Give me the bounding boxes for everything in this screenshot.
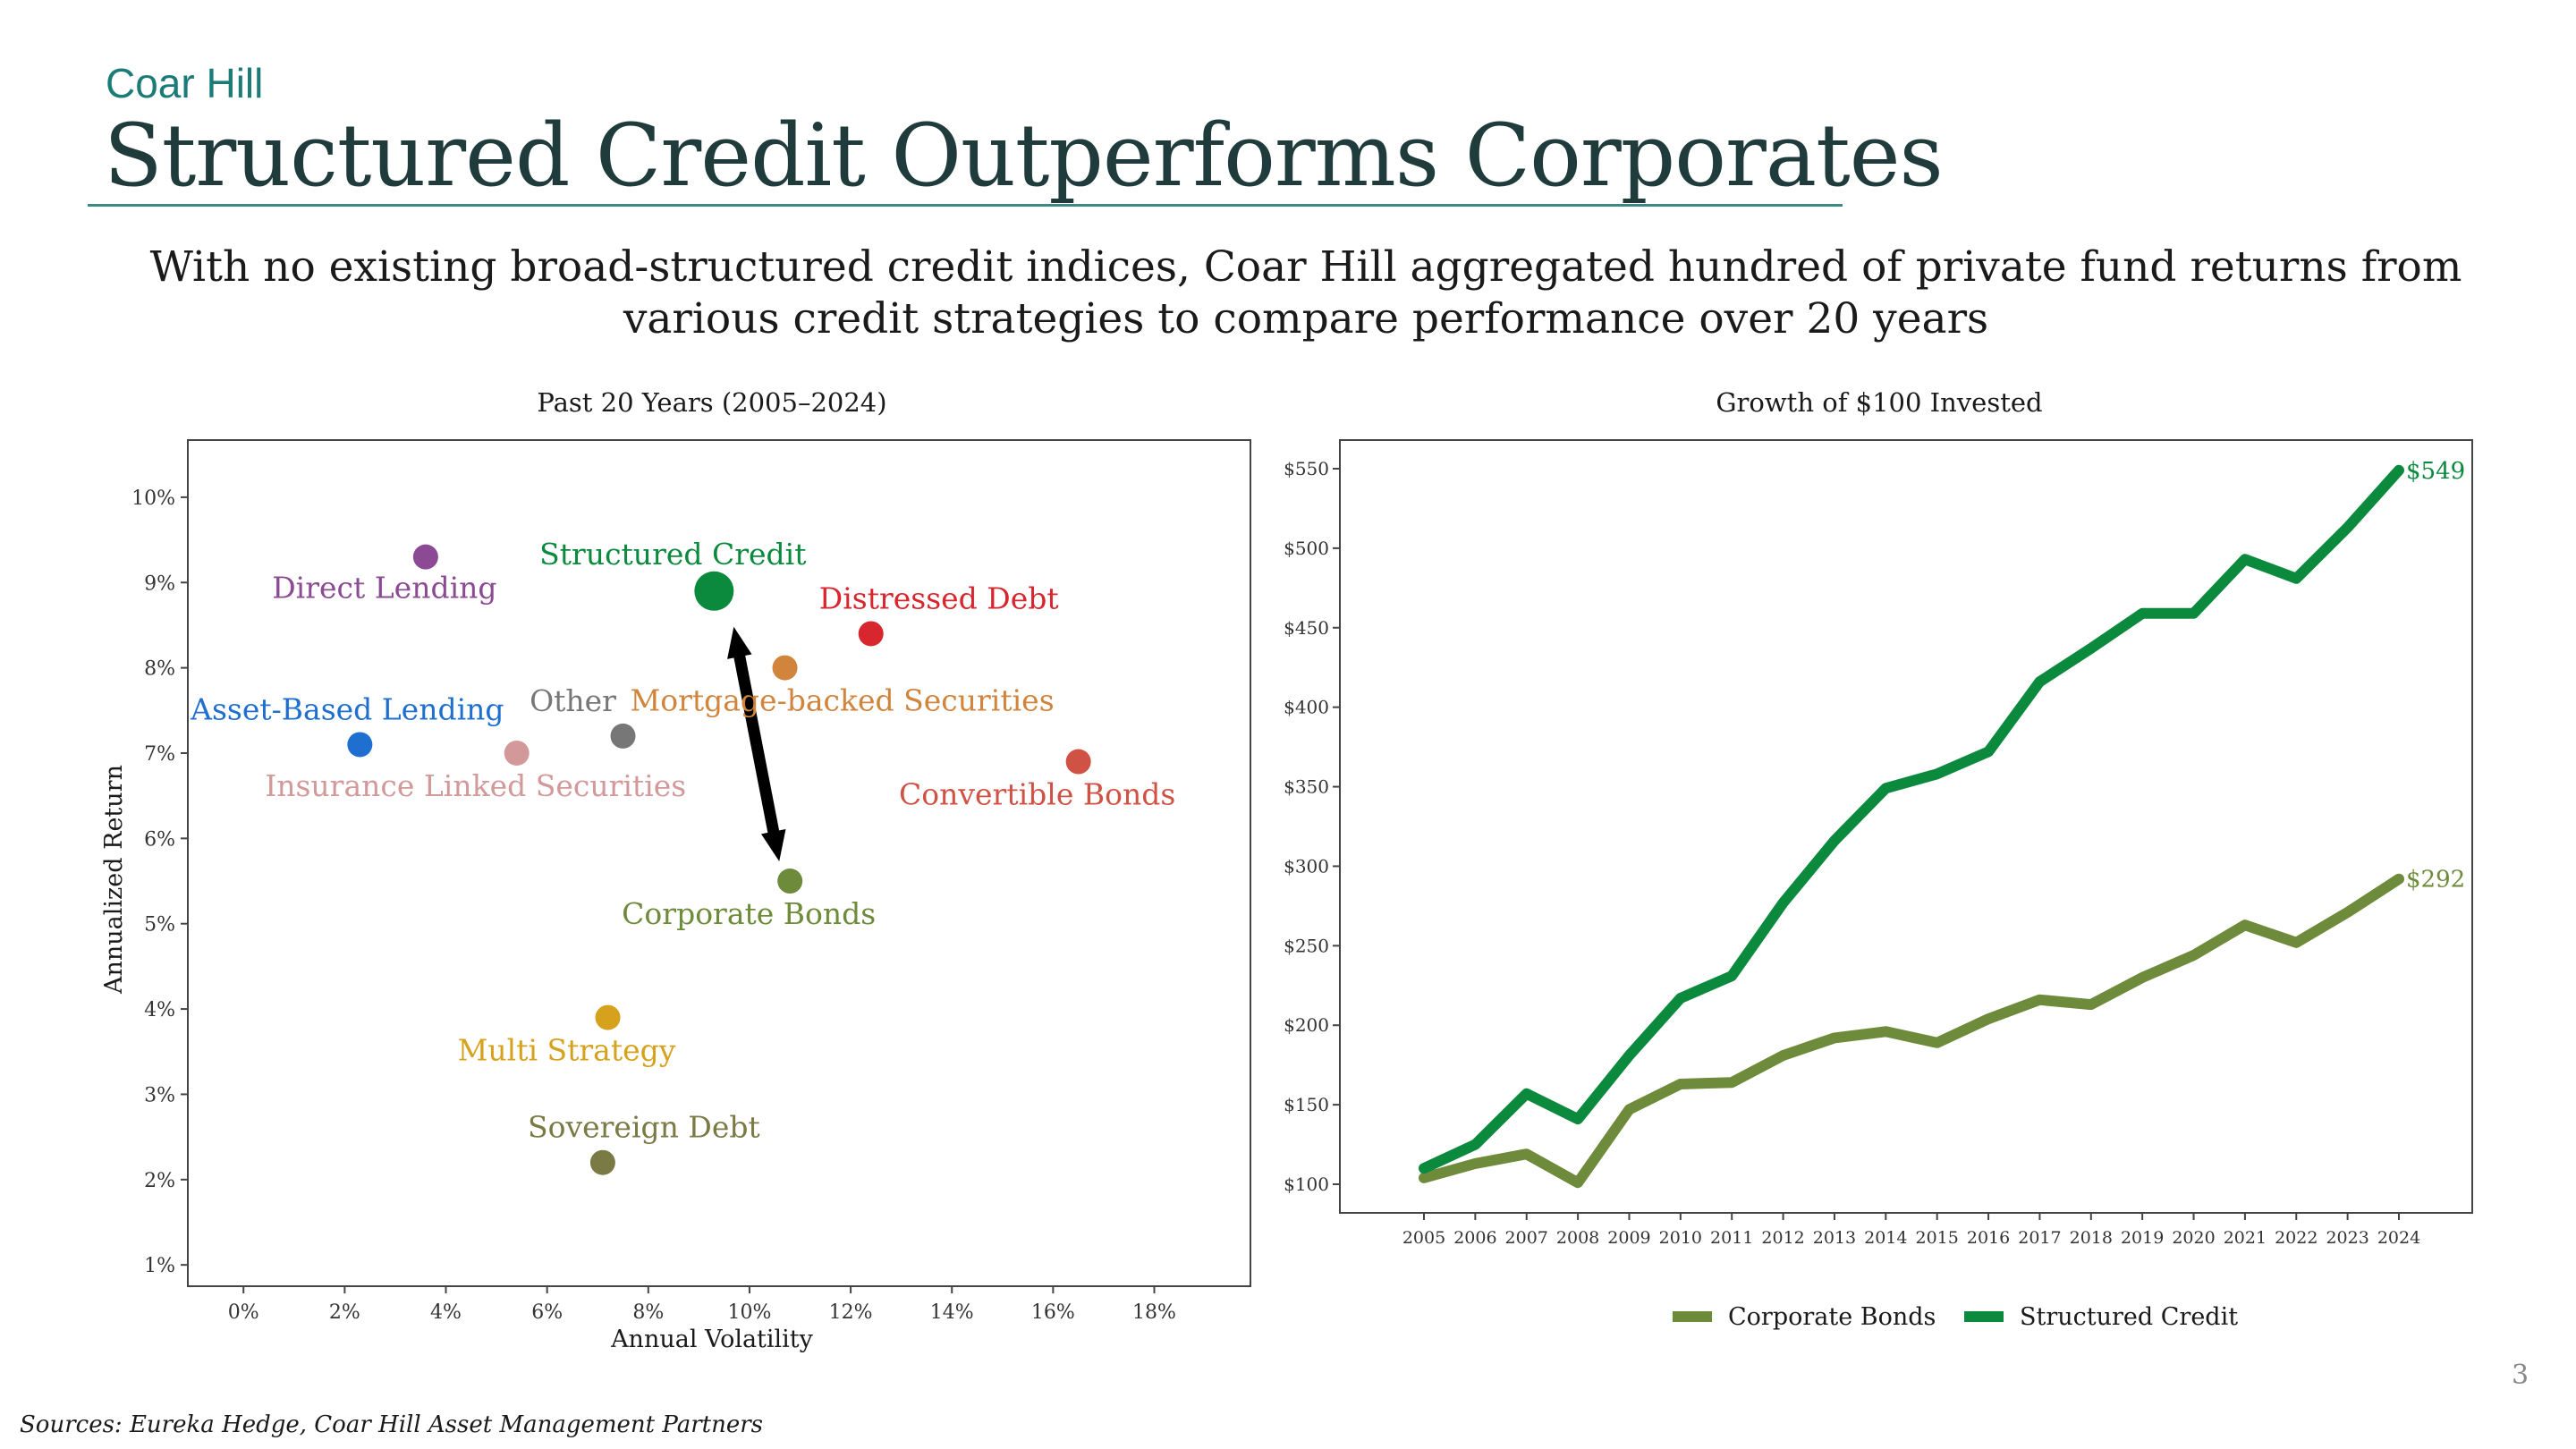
x-tick-label: 2020 bbox=[2172, 1228, 2215, 1248]
point-direct-lending bbox=[412, 544, 438, 570]
y-tick-label: 3% bbox=[144, 1084, 175, 1106]
y-tick-label: $500 bbox=[1284, 538, 1329, 559]
point-mortgage-backed-securities bbox=[772, 655, 798, 681]
y-tick-label: 9% bbox=[144, 572, 175, 595]
label-distressed-debt: Distressed Debt bbox=[819, 580, 1059, 615]
x-tick-label: 2024 bbox=[2377, 1228, 2420, 1248]
x-tick-label: 14% bbox=[930, 1301, 974, 1324]
x-tick-label: 4% bbox=[430, 1301, 462, 1324]
x-tick-label: 2009 bbox=[1607, 1228, 1650, 1248]
y-tick-label: 7% bbox=[144, 743, 175, 766]
label-mortgage-backed-securities: Mortgage-backed Securities bbox=[630, 683, 1054, 718]
label-asset-based-lending: Asset-Based Lending bbox=[190, 691, 504, 726]
end-label-corporate-bonds: $292 bbox=[2406, 867, 2465, 894]
x-axis-label: Annual Volatility bbox=[610, 1326, 814, 1353]
growth-line-chart: Growth of $100 Invested $100 $150 $200 $250 $… bbox=[1284, 387, 2473, 1331]
x-tick-label: 2022 bbox=[2275, 1228, 2318, 1248]
series-line-structured-credit bbox=[1419, 464, 2404, 1174]
x-tick-label: 2021 bbox=[2224, 1228, 2267, 1248]
legend-label-structured-credit: Structured Credit bbox=[2020, 1303, 2238, 1331]
x-tick-label: 2015 bbox=[1916, 1228, 1959, 1248]
y-tick-label: 2% bbox=[144, 1170, 175, 1192]
x-tick-label: 2010 bbox=[1659, 1228, 1702, 1248]
x-tick-label: 2% bbox=[329, 1301, 360, 1324]
page-number: 3 bbox=[2512, 1360, 2529, 1391]
x-tick-label: 2012 bbox=[1761, 1228, 1804, 1248]
y-tick-label: $400 bbox=[1284, 697, 1329, 718]
point-convertible-bonds bbox=[1065, 749, 1091, 775]
x-tick-label: 0% bbox=[228, 1301, 259, 1324]
x-tick-label: 2013 bbox=[1813, 1228, 1856, 1248]
series-line-corporate-bonds bbox=[1419, 873, 2404, 1189]
x-tick-label: 2018 bbox=[2070, 1228, 2113, 1248]
y-tick-label: 8% bbox=[144, 658, 175, 681]
title-divider bbox=[88, 204, 1843, 207]
y-tick-label: 5% bbox=[144, 914, 175, 936]
label-other: Other bbox=[530, 683, 616, 718]
y-tick-label: 10% bbox=[131, 487, 175, 510]
x-tick-label: 2016 bbox=[1967, 1228, 2010, 1248]
label-structured-credit: Structured Credit bbox=[539, 537, 806, 572]
label-insurance-linked-securities: Insurance Linked Securities bbox=[265, 768, 686, 803]
y-tick-label: $200 bbox=[1284, 1014, 1329, 1036]
line-chart-title: Growth of $100 Invested bbox=[1716, 387, 2042, 418]
x-tick-label: 8% bbox=[632, 1301, 664, 1324]
comparison-arrow-head-up bbox=[727, 626, 752, 659]
y-tick-label: 6% bbox=[144, 828, 175, 851]
y-tick-label: $150 bbox=[1284, 1094, 1329, 1115]
slide-subtitle: With no existing broad-structured credit… bbox=[149, 242, 2462, 343]
y-tick-label: 1% bbox=[144, 1255, 175, 1277]
label-convertible-bonds: Convertible Bonds bbox=[899, 777, 1175, 812]
y-tick-label: 4% bbox=[144, 999, 175, 1021]
x-tick-label: 2008 bbox=[1556, 1228, 1599, 1248]
y-tick-label: $550 bbox=[1284, 458, 1329, 479]
end-label-structured-credit: $549 bbox=[2406, 458, 2465, 485]
x-tick-label: 10% bbox=[727, 1301, 771, 1324]
x-tick-label: 2023 bbox=[2326, 1228, 2368, 1248]
y-tick-label: $300 bbox=[1284, 855, 1329, 877]
x-tick-label: 12% bbox=[829, 1301, 873, 1324]
y-tick-label: $100 bbox=[1284, 1174, 1329, 1195]
point-distressed-debt bbox=[858, 621, 884, 647]
point-corporate-bonds bbox=[777, 869, 803, 894]
comparison-arrow-head-down bbox=[760, 828, 786, 862]
y-tick-label: $350 bbox=[1284, 776, 1329, 798]
point-insurance-linked-securities bbox=[504, 740, 530, 766]
label-sovereign-debt: Sovereign Debt bbox=[528, 1110, 760, 1145]
x-tick-label: 2007 bbox=[1505, 1228, 1548, 1248]
x-tick-label: 2011 bbox=[1710, 1228, 1753, 1248]
legend-label-corporate-bonds: Corporate Bonds bbox=[1728, 1303, 1936, 1331]
point-sovereign-debt bbox=[589, 1149, 615, 1175]
point-other bbox=[610, 723, 636, 749]
scatter-plot-frame bbox=[187, 439, 1251, 1287]
x-tick-label: 2005 bbox=[1402, 1228, 1445, 1248]
x-tick-label: 2006 bbox=[1453, 1228, 1496, 1248]
scatter-chart: Past 20 Years (2005–2024) 1% 2% 3% 4% 5% 6% 7% 8… bbox=[100, 387, 1251, 1353]
point-structured-credit bbox=[694, 571, 734, 611]
slide-title: Structured Credit Outperforms Corporates bbox=[104, 106, 1944, 206]
scatter-chart-title: Past 20 Years (2005–2024) bbox=[537, 387, 886, 418]
point-multi-strategy bbox=[595, 1004, 621, 1030]
label-multi-strategy: Multi Strategy bbox=[458, 1033, 676, 1068]
brand-name: Coar Hill bbox=[106, 60, 264, 106]
y-tick-label: $450 bbox=[1284, 617, 1329, 639]
line-plot-frame bbox=[1339, 439, 2473, 1214]
x-tick-label: 2017 bbox=[2018, 1228, 2061, 1248]
label-direct-lending: Direct Lending bbox=[272, 571, 496, 606]
x-tick-label: 2014 bbox=[1864, 1228, 1907, 1248]
x-tick-label: 6% bbox=[531, 1301, 563, 1324]
x-tick-label: 18% bbox=[1132, 1301, 1176, 1324]
point-asset-based-lending bbox=[347, 732, 373, 758]
source-note: Sources: Eureka Hedge, Coar Hill Asset M… bbox=[20, 1411, 763, 1438]
x-tick-label: 16% bbox=[1031, 1301, 1075, 1324]
y-axis-label: Annualized Return bbox=[100, 765, 128, 995]
comparison-arrow-shaft bbox=[733, 649, 781, 839]
y-tick-label: $250 bbox=[1284, 935, 1329, 956]
x-tick-label: 2019 bbox=[2121, 1228, 2164, 1248]
label-corporate-bonds: Corporate Bonds bbox=[622, 896, 876, 931]
